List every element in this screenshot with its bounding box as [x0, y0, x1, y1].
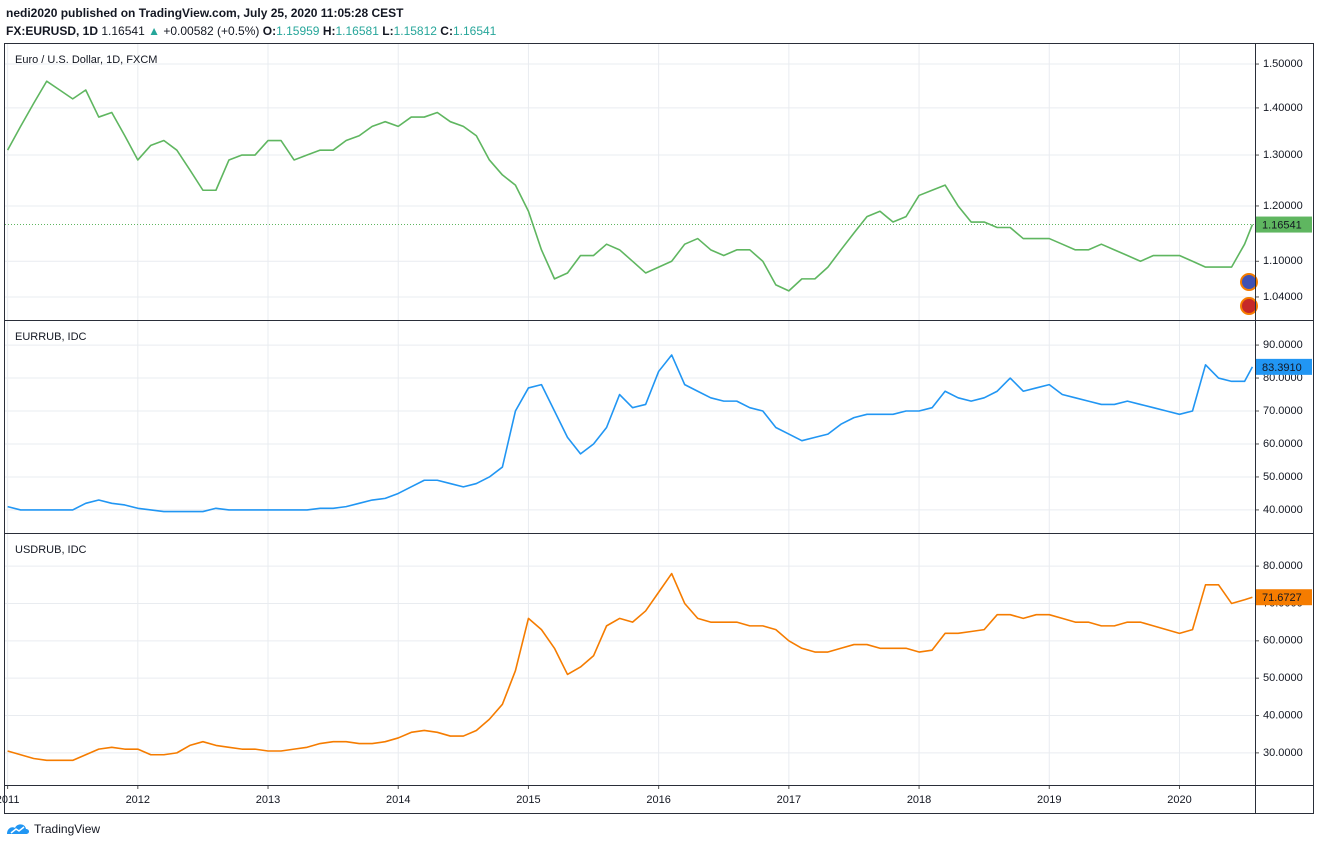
ohlc-value: 1.16541 [452, 24, 497, 38]
ohlc-label: O: [262, 24, 277, 38]
ohlc-label: H: [322, 24, 336, 38]
plot-area [5, 321, 1255, 533]
plot-area [5, 534, 1255, 785]
y-tick-label: 80.0000 [1263, 372, 1303, 384]
x-tick-label: 2019 [1037, 794, 1061, 806]
currency-badge [1240, 273, 1258, 291]
x-tick-label: 2016 [646, 794, 670, 806]
y-tick-label: 1.40000 [1263, 102, 1303, 114]
ohlc: O:1.15959 H:1.16581 L:1.15812 C:1.16541 [263, 24, 497, 38]
ohlc-label: C: [440, 24, 453, 38]
x-tick-label: 2014 [386, 794, 410, 806]
last-price: 1.16541 [101, 24, 145, 38]
y-tick-label: 30.0000 [1263, 747, 1303, 759]
header: nedi2020 published on TradingView.com, J… [6, 4, 496, 40]
y-tick-label: 1.20000 [1263, 200, 1303, 212]
y-tick-label: 50.0000 [1263, 672, 1303, 684]
panel-title: EURRUB, IDC [15, 331, 87, 343]
y-tick-label: 60.0000 [1263, 635, 1303, 647]
change: +0.00582 (+0.5%) [163, 24, 260, 38]
panel-title: Euro / U.S. Dollar, 1D, FXCM [15, 54, 157, 66]
x-tick-label: 2015 [516, 794, 540, 806]
price-line [7, 354, 1254, 513]
last-price-box [1256, 216, 1312, 233]
logo-icon [7, 824, 29, 834]
logo-text: TradingView [34, 822, 101, 836]
panel-title: USDRUB, IDC [15, 544, 87, 556]
y-tick-label: 80.0000 [1263, 560, 1303, 572]
footer: TradingView [6, 822, 100, 836]
last-price-label: 83.3910 [1262, 362, 1302, 374]
y-tick-label: 70.0000 [1263, 405, 1303, 417]
ohlc-value: 1.16581 [335, 24, 379, 38]
ohlc-value: 1.15812 [393, 24, 437, 38]
x-tick-label: 2017 [777, 794, 801, 806]
x-tick-label: 2012 [126, 794, 150, 806]
y-tick-label: 60.0000 [1263, 438, 1303, 450]
up-arrow: ▲ [148, 24, 160, 38]
x-tick-label: 2020 [1167, 794, 1191, 806]
chart: 1.04000 1.10000 1.20000 1.30000 1.40000 1.500… [0, 43, 1314, 814]
publisher: nedi2020 published on TradingView.com, J… [6, 6, 404, 20]
y-tick-label: 1.50000 [1263, 58, 1303, 70]
y-tick-label: 1.30000 [1263, 149, 1303, 161]
chart-border [4, 43, 1314, 814]
price-line [6, 80, 1254, 292]
symbol-line: FX:EURUSD, 1D 1.16541 ▲ +0.00582 (+0.5%)… [6, 22, 496, 40]
y-tick-label: 1.10000 [1263, 255, 1303, 267]
publisher-line: nedi2020 published on TradingView.com, J… [6, 4, 496, 22]
y-tick-label: 40.0000 [1263, 709, 1303, 721]
symbol: FX:EURUSD, 1D [6, 24, 99, 38]
last-price-label: 71.6727 [1262, 592, 1302, 604]
plot-area [5, 44, 1255, 320]
y-tick-label: 50.0000 [1263, 471, 1303, 483]
ohlc-label: L: [382, 24, 394, 38]
x-tick-label: 2018 [907, 794, 931, 806]
x-tick-label: 2013 [256, 794, 280, 806]
currency-badge [1240, 297, 1258, 315]
last-price-label: 1.16541 [1262, 219, 1302, 231]
y-tick-label: 40.0000 [1263, 504, 1303, 516]
price-line [7, 572, 1253, 762]
y-tick-label: 90.0000 [1263, 339, 1303, 351]
ohlc-value: 1.15959 [276, 24, 320, 38]
last-price-box [1256, 589, 1312, 606]
last-price-box [1256, 358, 1312, 375]
y-tick-label: 1.04000 [1263, 291, 1303, 303]
